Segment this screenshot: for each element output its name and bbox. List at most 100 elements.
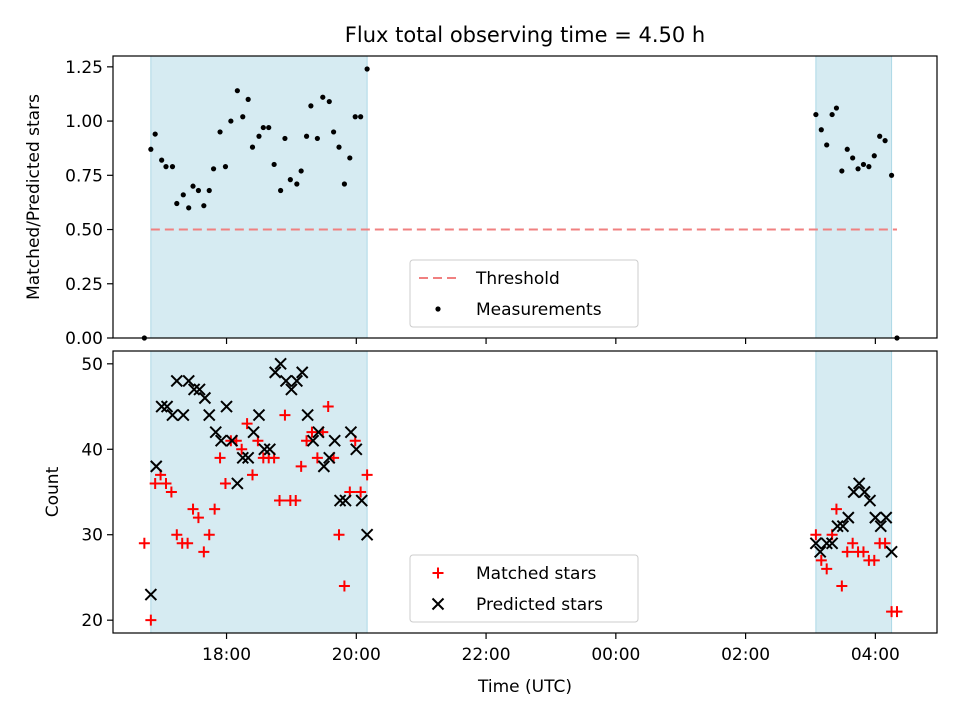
matched-star-marker [219, 477, 231, 489]
measurement-point [871, 153, 877, 159]
measurement-point [249, 144, 256, 150]
matched-star-marker [355, 486, 367, 498]
measurement-point [210, 166, 217, 172]
predicted-star-marker [350, 443, 363, 456]
predicted-star-marker [858, 485, 871, 499]
matched-star-marker [214, 452, 226, 464]
measurement-point [320, 94, 326, 100]
predicted-star-marker [879, 511, 893, 524]
predicted-star-marker [203, 408, 216, 422]
measurement-point [174, 200, 180, 207]
matched-star-marker [246, 469, 258, 481]
predicted-star-marker [274, 357, 287, 371]
measurement-point [888, 172, 895, 178]
measurement-point [844, 146, 850, 152]
predicted-star-marker [831, 519, 844, 533]
measurement-point [294, 181, 300, 187]
measurement-point [341, 181, 348, 187]
predicted-star-marker [306, 434, 320, 447]
legend-predicted-swatch [431, 597, 445, 611]
predicted-star-marker [220, 400, 233, 413]
predicted-star-marker [252, 408, 266, 422]
measurement-point [855, 166, 861, 172]
predicted-star-marker [355, 494, 368, 507]
matched-star-marker [274, 495, 286, 507]
predicted-star-marker [360, 528, 374, 541]
matched-star-marker [203, 529, 215, 541]
predicted-star-marker [193, 383, 206, 396]
measurement-point [829, 111, 835, 118]
predicted-star-marker [290, 374, 304, 388]
y-tick-label: 0.50 [65, 221, 103, 241]
matched-star-marker [295, 460, 307, 472]
x-tick-label: 20:00 [332, 645, 381, 665]
predicted-star-marker [333, 494, 347, 507]
measurement-point [201, 203, 207, 209]
predicted-star-marker [247, 425, 260, 439]
measurement-point [240, 114, 246, 120]
measurement-point [278, 187, 284, 194]
predicted-star-marker [214, 434, 228, 447]
predicted-star-marker [170, 374, 184, 388]
measurement-point [282, 135, 288, 142]
matched-star-marker [209, 503, 221, 515]
x-tick-label: 02:00 [721, 645, 770, 665]
predicted-star-marker [328, 434, 341, 447]
predicted-star-marker [344, 425, 358, 439]
measurement-point [190, 183, 196, 189]
matched-star-marker [847, 537, 859, 549]
measurement-point [314, 135, 320, 142]
matched-star-marker [290, 495, 302, 507]
matched-star-marker [306, 426, 318, 438]
measurement-point [326, 98, 332, 105]
y-tick-label: 1.00 [65, 112, 103, 132]
measurement-point [336, 144, 342, 150]
measurement-point [245, 96, 251, 102]
measurement-point [833, 105, 840, 111]
x-axis-label: Time (UTC) [477, 677, 572, 697]
matched-star-marker [821, 563, 833, 575]
legend-label: Matched stars [476, 564, 596, 584]
predicted-star-marker [339, 494, 352, 507]
predicted-star-marker [825, 537, 839, 550]
predicted-star-marker [885, 545, 898, 559]
matched-star-marker [338, 580, 350, 592]
y-tick-label: 0.00 [65, 329, 103, 349]
legend-frame [409, 259, 639, 328]
matched-star-marker [149, 477, 161, 489]
predicted-star-marker [166, 408, 179, 422]
matched-star-marker [815, 554, 827, 566]
y-tick-label: 40 [81, 440, 103, 460]
measurement-point [159, 157, 165, 163]
matched-star-marker [145, 614, 157, 626]
chart-title: Flux total observing time = 4.50 h [345, 23, 705, 47]
predicted-star-marker [296, 366, 309, 379]
matched-star-marker [879, 537, 891, 549]
predicted-star-marker [814, 545, 827, 559]
x-tick-label: 18:00 [202, 645, 251, 665]
predicted-star-marker [144, 588, 158, 601]
matched-star-marker [868, 554, 880, 566]
predicted-star-marker [285, 383, 298, 396]
y-tick-label: 30 [81, 526, 103, 546]
measurement-point [813, 111, 819, 118]
matched-star-marker [891, 606, 903, 618]
predicted-star-marker [225, 434, 239, 447]
predicted-star-marker [268, 366, 282, 379]
predicted-star-marker [231, 477, 244, 490]
axes-frame [112, 350, 938, 634]
predicted-star-marker [236, 451, 249, 465]
measurement-point [860, 161, 867, 168]
predicted-star-marker [160, 400, 174, 413]
y-tick-label: 0.25 [65, 275, 103, 295]
predicted-star-marker [869, 511, 882, 524]
measurement-point [877, 133, 883, 139]
measurement-point [352, 114, 358, 120]
axes-frame [112, 55, 938, 339]
matched-star-marker [301, 435, 313, 447]
measurement-point [180, 192, 186, 198]
x-tick-label: 22:00 [462, 645, 511, 665]
measurement-point [347, 155, 353, 161]
measurement-point [163, 164, 169, 170]
